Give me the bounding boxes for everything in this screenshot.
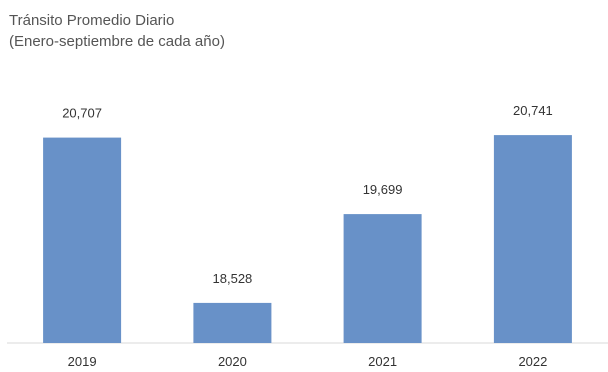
x-tick-label-2021: 2021 [368,354,397,369]
value-label-group: 20,707 18,528 19,699 20,741 [62,103,553,286]
chart-title: Tránsito Promedio Diario [9,12,175,29]
bar-2019 [43,137,122,343]
bar-2022 [493,135,572,343]
value-label-2020: 18,528 [213,271,253,286]
value-label-2022: 20,741 [513,103,553,118]
bar-2021 [343,214,422,343]
chart-title-block: Tránsito Promedio Diario (Enero-septiemb… [9,10,225,52]
bar-group [43,135,572,343]
x-tick-label-2022: 2022 [518,354,547,369]
value-label-2019: 20,707 [62,106,102,121]
x-tick-label-2019: 2019 [68,354,97,369]
x-tick-label-2020: 2020 [218,354,247,369]
bar-2020 [193,302,272,343]
x-tick-label-group: 2019 2020 2021 2022 [68,354,548,369]
chart-subtitle: (Enero-septiembre de cada año) [9,33,225,50]
value-label-2021: 19,699 [363,182,403,197]
